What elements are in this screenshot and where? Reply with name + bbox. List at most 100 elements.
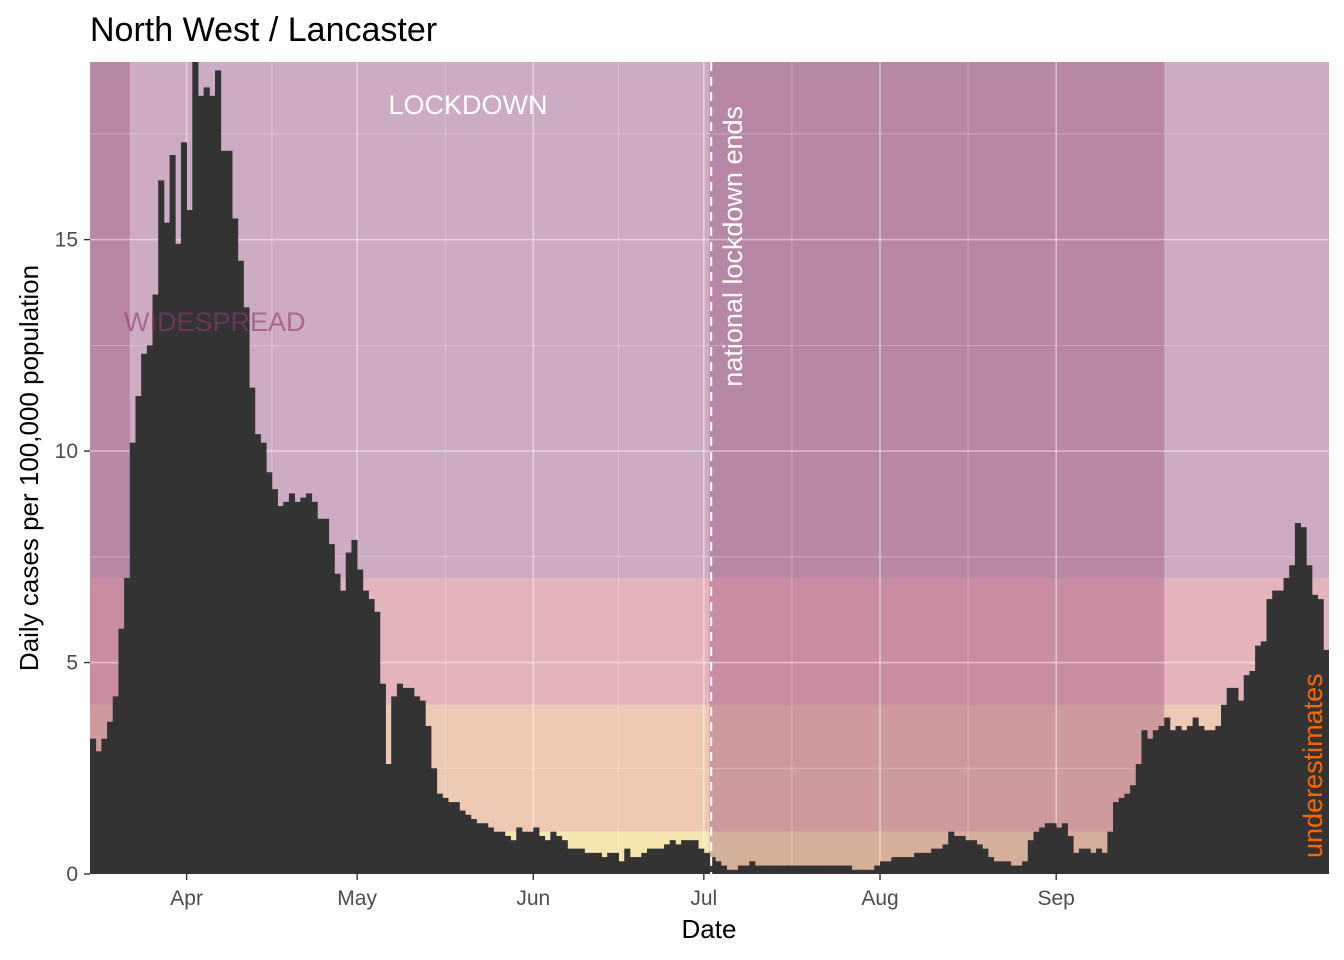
bar-day-138	[874, 865, 881, 874]
bar-day-211	[1289, 565, 1296, 874]
bar-day-59	[425, 725, 432, 874]
bar-day-35	[288, 493, 296, 874]
bar-day-160	[999, 861, 1006, 874]
bar-day-95	[629, 857, 637, 874]
bar-day-85	[573, 848, 580, 874]
annotation-lockdown: LOCKDOWN	[388, 90, 547, 120]
bar-day-57	[413, 696, 421, 874]
bar-day-9	[141, 353, 148, 874]
bar-day-128	[817, 865, 824, 874]
bar-day-98	[646, 848, 654, 874]
bar-day-208	[1272, 590, 1279, 874]
bar-day-154	[965, 840, 972, 874]
y-tick-label-0: 0	[66, 863, 78, 886]
y-tick-label-3: 15	[55, 229, 78, 252]
bar-day-5	[118, 628, 125, 874]
bar-day-118	[760, 865, 767, 874]
bar-day-47	[357, 569, 364, 874]
background-band-3	[90, 62, 1329, 578]
bar-day-197	[1209, 730, 1216, 874]
bar-day-88	[590, 852, 597, 874]
bar-day-165	[1027, 840, 1034, 874]
bar-day-31	[266, 472, 273, 874]
bar-day-1	[95, 751, 102, 874]
bar-day-122	[783, 865, 790, 874]
bar-day-43	[334, 573, 341, 874]
x-tick-label-1: May	[337, 887, 377, 910]
bar-day-51	[379, 683, 386, 874]
bar-day-193	[1186, 725, 1193, 874]
bar-day-79	[538, 835, 546, 874]
bar-day-186	[1147, 738, 1154, 874]
bar-day-137	[868, 869, 875, 874]
bar-day-46	[351, 539, 358, 874]
bar-day-144	[908, 857, 915, 874]
bar-day-184	[1135, 764, 1142, 874]
bar-day-93	[618, 861, 625, 874]
bar-day-129	[823, 865, 830, 874]
bar-day-196	[1203, 730, 1211, 874]
bar-day-32	[271, 489, 278, 874]
bar-day-83	[561, 840, 568, 874]
bar-day-65	[459, 810, 466, 874]
background-bands	[90, 62, 1329, 874]
bar-day-120	[772, 865, 779, 874]
bar-day-62	[442, 797, 449, 874]
bar-day-192	[1181, 730, 1188, 874]
bar-day-152	[953, 835, 960, 874]
bar-day-175	[1084, 848, 1091, 874]
bar-day-151	[948, 831, 955, 874]
bar-day-171	[1061, 823, 1068, 874]
bar-day-61	[436, 793, 443, 874]
bar-day-173	[1073, 852, 1080, 874]
bar-day-135	[857, 869, 864, 874]
bar-day-45	[345, 552, 352, 874]
bar-day-114	[737, 865, 745, 874]
bar-day-71	[493, 831, 500, 874]
y-axis-title: Daily cases per 100,000 population	[14, 265, 44, 671]
bar-day-213	[1300, 527, 1307, 874]
bar-day-38	[305, 493, 313, 874]
bar-day-199	[1221, 704, 1228, 874]
bar-day-0	[90, 738, 97, 874]
bar-day-112	[726, 869, 733, 874]
bar-day-153	[959, 835, 966, 874]
bar-day-52	[385, 764, 392, 874]
bar-day-67	[470, 819, 477, 874]
bar-day-19	[197, 95, 205, 874]
bar-day-190	[1169, 730, 1176, 874]
bar-day-17	[186, 210, 193, 874]
bar-day-212	[1294, 522, 1301, 874]
bar-day-15	[175, 243, 182, 874]
bar-day-68	[476, 823, 483, 874]
bar-day-56	[408, 687, 415, 874]
bar-day-134	[851, 869, 858, 874]
bar-day-101	[664, 844, 671, 874]
bar-day-123	[789, 865, 796, 874]
bar-day-161	[1005, 861, 1012, 874]
bar-day-178	[1101, 852, 1108, 874]
bar-day-72	[499, 831, 506, 874]
bar-day-94	[624, 848, 631, 874]
bar-day-37	[300, 497, 307, 874]
bar-day-177	[1095, 848, 1103, 874]
bar-day-167	[1039, 827, 1046, 874]
bar-day-24	[226, 150, 233, 874]
bar-day-205	[1255, 645, 1262, 874]
x-tick-label-4: Aug	[861, 887, 898, 910]
bar-day-163	[1016, 865, 1023, 874]
x-tick-label-2: Jun	[516, 887, 550, 910]
bar-day-73	[504, 835, 511, 874]
bar-day-179	[1107, 831, 1114, 874]
bar-day-42	[328, 544, 335, 874]
bar-day-97	[641, 852, 648, 874]
x-axis: Apr May Jun Jul Aug Sep	[170, 874, 1075, 910]
shaded-period-1	[709, 62, 1165, 874]
bar-day-96	[635, 857, 642, 874]
bar-day-187	[1152, 730, 1159, 874]
bar-day-125	[800, 865, 807, 874]
bar-day-41	[323, 518, 330, 874]
plot-area: LOCKDOWN WIDESPREAD	[90, 62, 1329, 874]
bar-day-40	[317, 518, 324, 874]
bar-day-207	[1266, 599, 1273, 874]
